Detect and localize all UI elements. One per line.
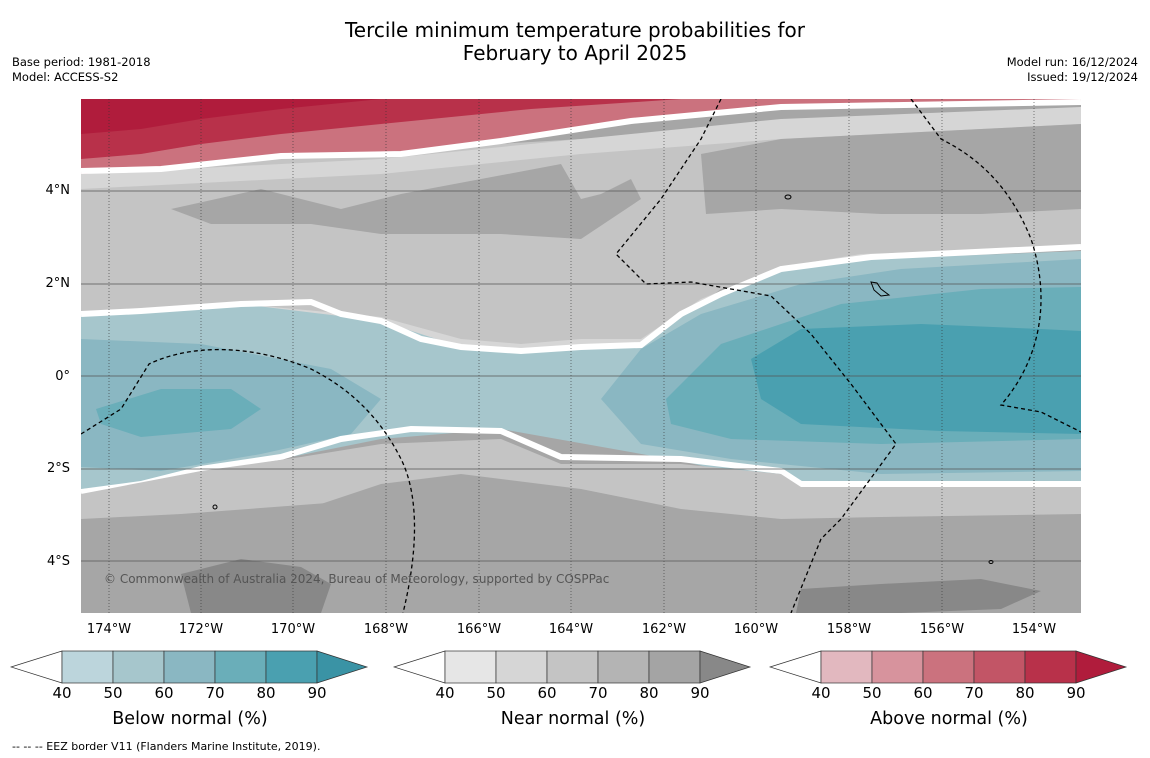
lon-label-158w: 158°W xyxy=(826,622,872,637)
lon-label-162w: 162°W xyxy=(641,622,687,637)
cbar-near-swatch-3 xyxy=(546,650,599,684)
cbar-below-tick-40: 40 xyxy=(52,684,72,702)
cbar-below-tick-70: 70 xyxy=(205,684,225,702)
graticule-latitude xyxy=(81,190,1081,562)
cbar-below-swatch-4 xyxy=(214,650,267,684)
lon-label-170w: 170°W xyxy=(270,622,316,637)
cbar-near-swatch-over xyxy=(699,650,752,684)
copyright-notice: © Commonwealth of Australia 2024, Bureau… xyxy=(104,572,610,586)
cbar-above-swatch-3 xyxy=(922,650,975,684)
cbar-above-swatch-4 xyxy=(973,650,1026,684)
cbar-below-tick-50: 50 xyxy=(103,684,123,702)
cbar-below-swatch-1 xyxy=(61,650,114,684)
above-normal-region-darkest xyxy=(81,99,381,134)
cbar-below-swatch-5 xyxy=(265,650,318,684)
issued-date: Issued: 19/12/2024 xyxy=(1027,70,1138,84)
base-period: Base period: 1981-2018 xyxy=(12,55,151,69)
islands xyxy=(212,194,994,564)
cbar-above-swatch-under xyxy=(769,650,822,684)
cbar-below-tick-90: 90 xyxy=(307,684,327,702)
lat-label-4n: 4°N xyxy=(45,183,71,198)
cbar-near-swatch-5 xyxy=(648,650,701,684)
colorbar-above-normal-title: Above normal (%) xyxy=(870,709,1028,729)
lon-label-154w: 154°W xyxy=(1011,622,1057,637)
probability-map xyxy=(81,99,1081,613)
map-svg xyxy=(81,99,1081,613)
lon-label-160w: 160°W xyxy=(733,622,779,637)
near-normal-darkest-south xyxy=(181,559,1041,613)
cbar-above-swatch-1 xyxy=(820,650,873,684)
cbar-near-tick-70: 70 xyxy=(588,684,608,702)
cbar-near-tick-40: 40 xyxy=(435,684,455,702)
lat-label-4s: 4°S xyxy=(46,554,70,569)
colorbar-below-normal-scale xyxy=(10,650,369,684)
cbar-near-tick-90: 90 xyxy=(690,684,710,702)
cbar-above-tick-80: 80 xyxy=(1015,684,1035,702)
above-normal-boundary xyxy=(81,99,1081,174)
cbar-above-tick-40: 40 xyxy=(811,684,831,702)
cbar-above-swatch-over xyxy=(1075,650,1128,684)
cbar-near-tick-80: 80 xyxy=(639,684,659,702)
lon-label-156w: 156°W xyxy=(919,622,965,637)
below-normal-boundary-south xyxy=(81,425,1081,495)
lat-label-2s: 2°S xyxy=(46,461,70,476)
cbar-below-swatch-2 xyxy=(112,650,165,684)
map-title: Tercile minimum temperature probabilitie… xyxy=(0,19,1150,65)
cbar-near-swatch-4 xyxy=(597,650,650,684)
lon-label-166w: 166°W xyxy=(456,622,502,637)
model-run: Model run: 16/12/2024 xyxy=(1006,55,1138,69)
model-name: Model: ACCESS-S2 xyxy=(12,70,119,84)
cbar-above-tick-50: 50 xyxy=(862,684,882,702)
cbar-above-swatch-2 xyxy=(871,650,924,684)
map-title-line2: February to April 2025 xyxy=(462,41,688,65)
below-normal-region-strongest xyxy=(751,324,1081,434)
cbar-above-tick-70: 70 xyxy=(964,684,984,702)
near-normal-darker-south xyxy=(81,474,1081,613)
cbar-below-swatch-over xyxy=(316,650,369,684)
eez-borders xyxy=(81,99,1081,613)
cbar-below-swatch-3 xyxy=(163,650,216,684)
colorbar-above-normal-scale xyxy=(769,650,1128,684)
cbar-above-tick-60: 60 xyxy=(913,684,933,702)
lon-label-164w: 164°W xyxy=(548,622,594,637)
cbar-near-tick-50: 50 xyxy=(486,684,506,702)
near-normal-darker-northeast xyxy=(701,124,1081,214)
cbar-above-tick-90: 90 xyxy=(1066,684,1086,702)
lat-label-0: 0° xyxy=(55,369,70,384)
cbar-near-swatch-1 xyxy=(444,650,497,684)
lon-label-168w: 168°W xyxy=(363,622,409,637)
lon-label-172w: 172°W xyxy=(178,622,224,637)
meta-right: Model run: 16/12/2024 Issued: 19/12/2024 xyxy=(1007,55,1138,85)
near-normal-darker-north xyxy=(171,164,641,239)
lat-label-2n: 2°N xyxy=(45,276,71,291)
colorbar-near-normal-scale xyxy=(393,650,752,684)
lon-label-174w: 174°W xyxy=(86,622,132,637)
cbar-near-tick-60: 60 xyxy=(537,684,557,702)
colorbar-near-normal-title: Near normal (%) xyxy=(500,709,646,729)
cbar-near-swatch-2 xyxy=(495,650,548,684)
cbar-above-swatch-5 xyxy=(1024,650,1077,684)
near-normal-strip-top xyxy=(81,107,1081,189)
cbar-below-tick-80: 80 xyxy=(256,684,276,702)
cbar-below-swatch-under xyxy=(10,650,63,684)
eez-footnote: -- -- -- EEZ border V11 (Flanders Marine… xyxy=(12,740,321,753)
cbar-below-tick-60: 60 xyxy=(154,684,174,702)
below-normal-boundary-north xyxy=(81,244,1081,355)
map-title-line1: Tercile minimum temperature probabilitie… xyxy=(344,18,806,42)
cbar-near-swatch-under xyxy=(393,650,446,684)
colorbar-below-normal-title: Below normal (%) xyxy=(112,709,268,729)
meta-left: Base period: 1981-2018 Model: ACCESS-S2 xyxy=(12,55,151,85)
